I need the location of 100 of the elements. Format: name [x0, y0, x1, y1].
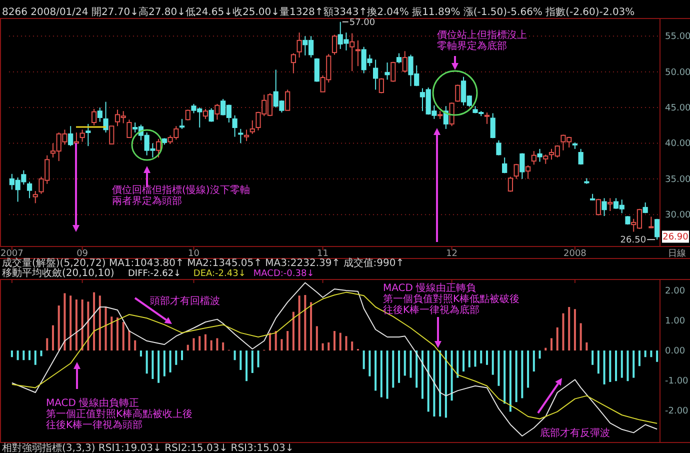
bar	[104, 307, 107, 350]
bar	[181, 350, 184, 360]
bar	[222, 342, 224, 350]
bar	[380, 350, 382, 398]
candlestick	[232, 114, 238, 138]
candlestick	[496, 140, 502, 156]
bar	[52, 325, 54, 350]
bar	[163, 350, 166, 376]
candlestick	[543, 154, 548, 164]
candlestick	[32, 190, 38, 204]
annotation: 往後K棒一律視為頭部	[46, 419, 143, 431]
x-tick-label: 10	[188, 249, 200, 259]
candlestick	[531, 150, 536, 166]
bar	[650, 350, 652, 358]
text: 相對強弱指標(3,3,3) RSI1:19.03↓ RSI2:15.03↓ RSI3:15.03↓	[2, 442, 294, 453]
annotation: 57.00	[349, 18, 376, 28]
candlestick	[502, 156, 508, 174]
candlestick	[285, 89, 290, 111]
y-tick-label: 30.00	[665, 210, 690, 221]
bar	[568, 307, 570, 350]
candlestick	[355, 40, 361, 67]
annotation: MACD 慢線由負轉正	[46, 397, 140, 409]
x-tick-label: 11	[317, 249, 328, 259]
bar	[416, 350, 418, 388]
bar	[398, 350, 400, 383]
bar	[339, 332, 342, 350]
y-tick-label: 55.00	[665, 32, 690, 42]
candlestick	[214, 103, 220, 120]
bar	[597, 350, 600, 374]
candlestick	[68, 126, 74, 147]
bar	[638, 350, 640, 366]
candlestick	[86, 123, 91, 147]
bar	[386, 350, 388, 399]
bar	[240, 350, 242, 370]
candlestick	[290, 52, 296, 74]
bar	[46, 338, 48, 350]
annotation: 頭部才有回檔波	[150, 295, 220, 307]
bar	[620, 350, 623, 378]
bar	[110, 316, 113, 350]
text: DEA:-2.43↓	[193, 269, 246, 279]
annotation: 第一個負值對照K棒低點被破後	[383, 293, 520, 305]
bar	[450, 350, 453, 401]
candlestick	[484, 112, 490, 124]
y-tick-label: -1.00	[665, 376, 689, 386]
bar	[515, 350, 518, 402]
candlestick	[402, 50, 408, 74]
chart-title: 8266 2008/01/24 開27.70↓高27.80↓低24.65↓收25.00↓量1328↑額3343↑換2.04% 振11.89% 漲(-1.50)-5.66% 指數(-2.60)-2.03%	[2, 6, 635, 18]
candlestick	[514, 163, 519, 180]
bar	[28, 350, 31, 360]
candlestick	[350, 32, 355, 72]
bar	[521, 350, 524, 398]
bar	[351, 342, 354, 350]
text: 成交量(解盤)(5,20,72) MA1:1043.80↑ MA2:1345.05↑ MA3:2232.39↑ 成交值:990↑	[2, 257, 404, 269]
y-tick-label: 0.00	[665, 346, 686, 356]
candlestick	[97, 107, 102, 122]
bar	[134, 340, 136, 350]
bar	[374, 350, 377, 391]
x-tick-label: 2007	[0, 249, 24, 259]
bar	[486, 350, 488, 365]
bar	[392, 350, 394, 388]
candlestick	[179, 118, 185, 130]
bar	[480, 350, 482, 364]
bar	[498, 350, 500, 386]
candlestick	[202, 108, 208, 120]
text: MACD:-0.38↓	[253, 269, 314, 279]
bar	[527, 350, 530, 388]
candlestick	[156, 138, 162, 158]
bar	[580, 323, 582, 350]
bar	[292, 312, 294, 350]
y-tick-label: 1.00	[665, 316, 686, 326]
candlestick	[449, 102, 454, 127]
bar	[192, 338, 195, 350]
candlestick	[490, 112, 496, 139]
annotation: 底部才有反彈波	[540, 427, 610, 439]
annotation: MACD 慢線由正轉負	[383, 282, 476, 294]
bar	[345, 336, 348, 350]
candlestick	[296, 32, 302, 58]
bar	[544, 348, 547, 350]
annotation: 價位回檔但指標(慢線)沒下零軸	[112, 184, 250, 196]
candlestick	[508, 176, 513, 192]
bar	[204, 334, 206, 350]
annotation: 26.50	[620, 236, 646, 246]
bar	[234, 350, 236, 360]
candlestick	[91, 108, 97, 126]
y-tick-label: 40.00	[665, 139, 690, 150]
candlestick	[602, 198, 607, 217]
bar	[251, 350, 254, 373]
bar	[216, 338, 218, 350]
bar	[140, 350, 142, 356]
bar	[116, 318, 118, 350]
bar	[93, 292, 96, 350]
text: DIFF:-2.62↓	[128, 269, 182, 279]
candlestick	[314, 58, 320, 82]
bar	[556, 327, 558, 350]
bar	[474, 350, 476, 367]
bar	[210, 340, 212, 350]
chart-title: 移動平均收斂(20,10,10)	[2, 267, 114, 279]
bar	[75, 300, 78, 350]
bar	[562, 313, 564, 350]
bar	[186, 344, 189, 350]
